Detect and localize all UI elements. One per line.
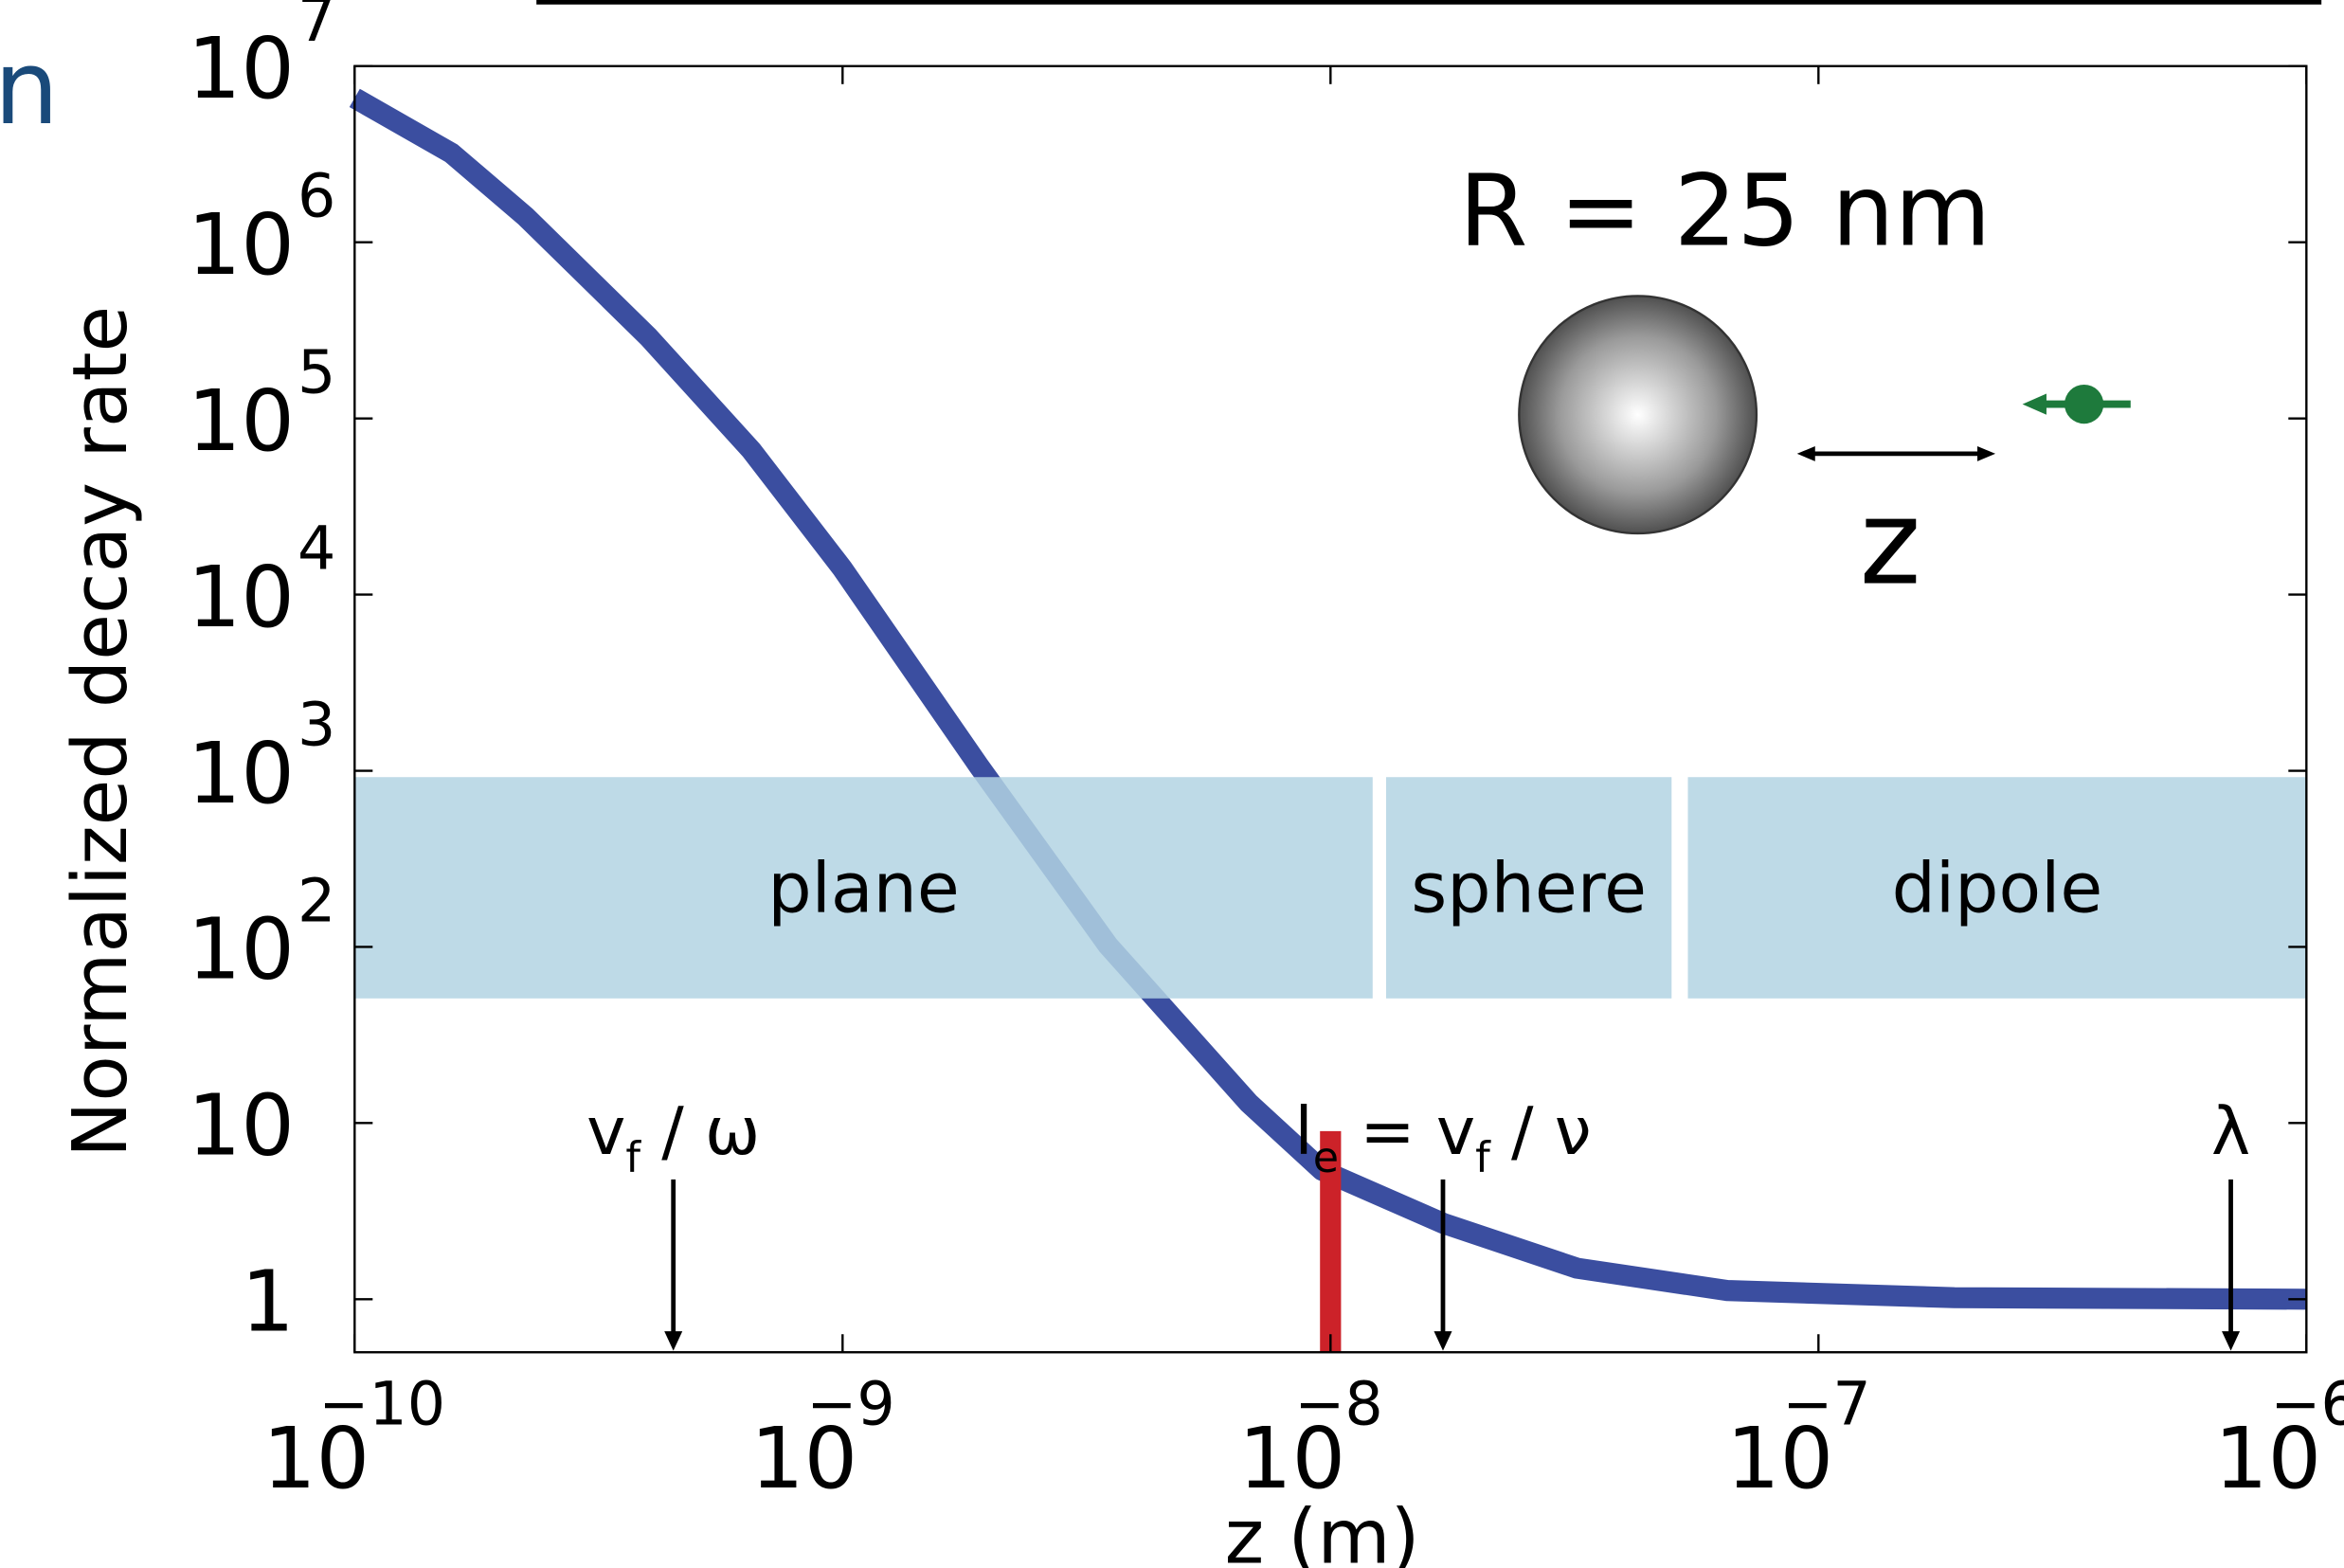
- sphere: [1518, 295, 1758, 535]
- arrow-head: [1977, 445, 1996, 461]
- annotation-text: λ: [2211, 1093, 2250, 1170]
- y-tick-label: 1: [241, 1253, 295, 1351]
- inset-title: R = 25 nm: [1459, 153, 1992, 268]
- y-tick-label: 10: [188, 901, 295, 999]
- y-tick-exponent: 5: [298, 337, 335, 407]
- x-tick-exponent: −8: [1294, 1368, 1383, 1438]
- region-label: plane: [767, 848, 959, 928]
- x-tick-label: 10: [262, 1410, 370, 1507]
- y-tick-label: 10: [188, 20, 295, 117]
- x-tick-label: 10: [1726, 1410, 1833, 1507]
- marker-bar: [1320, 1130, 1342, 1353]
- annotation-label: le = vf / ν: [1294, 1093, 1591, 1182]
- y-tick-exponent: 6: [298, 161, 335, 231]
- y-tick-label: 10: [188, 549, 295, 646]
- y-axis-label: Normalized decay rate: [56, 306, 144, 1158]
- x-tick-exponent: −9: [806, 1368, 895, 1438]
- y-tick-label: 10: [188, 196, 295, 294]
- arrow-head: [2222, 1331, 2241, 1351]
- annotation-label: λ: [2211, 1093, 2250, 1170]
- annotation-label: vf / ω: [586, 1093, 760, 1182]
- x-tick-exponent: −7: [1782, 1368, 1870, 1438]
- arrow-head: [1796, 445, 1815, 461]
- annotation-text: v: [586, 1093, 625, 1170]
- x-tick-exponent: −10: [318, 1368, 445, 1438]
- annotation-text: / ω: [640, 1093, 760, 1170]
- annotation-subscript: f: [625, 1134, 641, 1182]
- region-label: sphere: [1411, 848, 1647, 928]
- region-label: dipole: [1892, 848, 2103, 928]
- y-tick-exponent: 7: [298, 0, 335, 55]
- x-tick-label: 10: [750, 1410, 857, 1507]
- x-tick-label: 10: [2214, 1410, 2321, 1507]
- panel-label: n: [0, 29, 59, 148]
- region: [354, 777, 1373, 999]
- y-tick-label: 10: [188, 1077, 295, 1175]
- region: [1385, 777, 1672, 999]
- region: [1687, 777, 2307, 999]
- arrow-head: [1433, 1331, 1452, 1351]
- annotation-text: l: [1294, 1093, 1312, 1170]
- dipole-head: [2022, 393, 2046, 415]
- annotation-text: / ν: [1490, 1093, 1592, 1170]
- distance-label: z: [1860, 475, 1921, 611]
- annotation-text: = v: [1339, 1093, 1475, 1170]
- y-tick-label: 10: [188, 372, 295, 470]
- y-tick-exponent: 3: [298, 690, 335, 760]
- emitter: [2064, 384, 2104, 424]
- y-tick-exponent: 4: [298, 514, 335, 584]
- y-tick-exponent: 2: [298, 865, 335, 935]
- y-tick-label: 10: [188, 725, 295, 822]
- x-axis-label: z (m): [1225, 1492, 1420, 1568]
- x-tick-label: 10: [1238, 1410, 1345, 1507]
- annotation-subscript: e: [1313, 1134, 1339, 1182]
- annotation-subscript: f: [1475, 1134, 1491, 1182]
- x-tick-exponent: −6: [2270, 1368, 2344, 1438]
- arrow-head: [664, 1331, 683, 1351]
